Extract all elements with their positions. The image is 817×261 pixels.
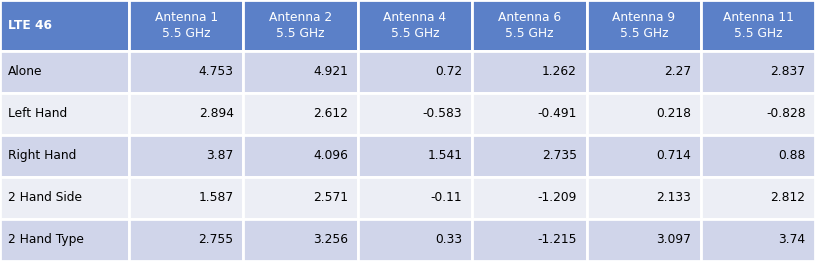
Bar — [587, 135, 701, 177]
Text: Right Hand: Right Hand — [8, 150, 77, 162]
Bar — [243, 51, 358, 93]
Bar — [701, 51, 815, 93]
Bar — [701, 0, 815, 51]
Bar — [129, 219, 243, 261]
Bar — [243, 93, 358, 135]
Bar — [472, 177, 587, 219]
Bar — [587, 177, 701, 219]
Bar — [701, 219, 815, 261]
Text: 0.714: 0.714 — [656, 150, 691, 162]
Bar — [358, 177, 472, 219]
Text: 4.753: 4.753 — [199, 66, 234, 78]
Bar — [129, 177, 243, 219]
Bar — [587, 219, 701, 261]
Bar — [358, 93, 472, 135]
Text: 3.74: 3.74 — [779, 234, 806, 246]
Bar — [472, 219, 587, 261]
Bar — [243, 135, 358, 177]
Text: 0.88: 0.88 — [778, 150, 806, 162]
Text: 2.812: 2.812 — [770, 192, 806, 204]
Text: -1.209: -1.209 — [538, 192, 577, 204]
Text: -0.828: -0.828 — [766, 108, 806, 120]
Text: 2.571: 2.571 — [313, 192, 348, 204]
Text: Left Hand: Left Hand — [8, 108, 68, 120]
Bar — [472, 93, 587, 135]
Text: -1.215: -1.215 — [538, 234, 577, 246]
Text: Antenna 2
5.5 GHz: Antenna 2 5.5 GHz — [269, 11, 333, 40]
Text: 4.096: 4.096 — [313, 150, 348, 162]
Bar — [0, 219, 129, 261]
Text: 2 Hand Type: 2 Hand Type — [8, 234, 84, 246]
Text: Antenna 9
5.5 GHz: Antenna 9 5.5 GHz — [612, 11, 676, 40]
Text: Antenna 1
5.5 GHz: Antenna 1 5.5 GHz — [154, 11, 218, 40]
Text: -0.491: -0.491 — [538, 108, 577, 120]
Bar — [243, 219, 358, 261]
Bar — [587, 93, 701, 135]
Bar — [129, 51, 243, 93]
Text: 3.097: 3.097 — [656, 234, 691, 246]
Text: 1.541: 1.541 — [427, 150, 462, 162]
Bar — [587, 0, 701, 51]
Text: Alone: Alone — [8, 66, 42, 78]
Bar — [243, 0, 358, 51]
Bar — [472, 51, 587, 93]
Text: 2.735: 2.735 — [542, 150, 577, 162]
Bar — [358, 219, 472, 261]
Text: 2.837: 2.837 — [770, 66, 806, 78]
Text: 3.256: 3.256 — [313, 234, 348, 246]
Text: Antenna 11
5.5 GHz: Antenna 11 5.5 GHz — [723, 11, 793, 40]
Bar — [0, 51, 129, 93]
Bar — [0, 93, 129, 135]
Text: LTE 46: LTE 46 — [8, 19, 52, 32]
Bar — [129, 0, 243, 51]
Text: 1.587: 1.587 — [199, 192, 234, 204]
Bar — [129, 135, 243, 177]
Text: 2.755: 2.755 — [199, 234, 234, 246]
Bar — [587, 51, 701, 93]
Text: 1.262: 1.262 — [542, 66, 577, 78]
Text: 2.612: 2.612 — [313, 108, 348, 120]
Text: -0.583: -0.583 — [422, 108, 462, 120]
Bar — [358, 51, 472, 93]
Text: Antenna 4
5.5 GHz: Antenna 4 5.5 GHz — [383, 11, 447, 40]
Text: 4.921: 4.921 — [313, 66, 348, 78]
Text: Antenna 6
5.5 GHz: Antenna 6 5.5 GHz — [498, 11, 561, 40]
Bar — [243, 177, 358, 219]
Bar — [701, 135, 815, 177]
Text: -0.11: -0.11 — [431, 192, 462, 204]
Text: 2.27: 2.27 — [664, 66, 691, 78]
Text: 2 Hand Side: 2 Hand Side — [8, 192, 83, 204]
Bar — [472, 135, 587, 177]
Text: 2.894: 2.894 — [199, 108, 234, 120]
Bar — [472, 0, 587, 51]
Text: 3.87: 3.87 — [207, 150, 234, 162]
Text: 0.72: 0.72 — [435, 66, 462, 78]
Bar — [358, 0, 472, 51]
Text: 2.133: 2.133 — [656, 192, 691, 204]
Bar — [701, 93, 815, 135]
Bar — [129, 93, 243, 135]
Bar — [0, 177, 129, 219]
Bar — [701, 177, 815, 219]
Bar — [358, 135, 472, 177]
Text: 0.218: 0.218 — [656, 108, 691, 120]
Bar — [0, 135, 129, 177]
Text: 0.33: 0.33 — [435, 234, 462, 246]
Bar — [0, 0, 129, 51]
